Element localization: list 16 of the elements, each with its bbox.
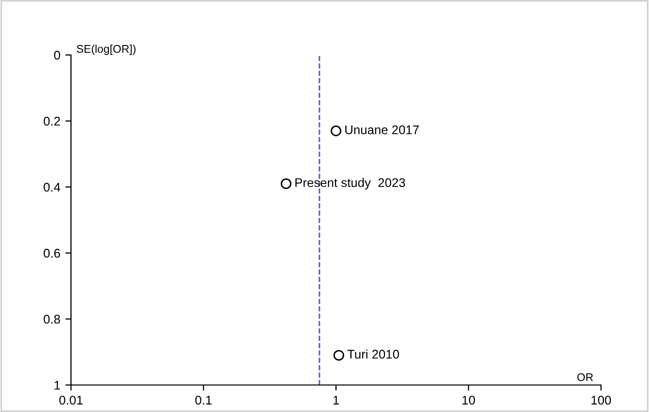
x-tick-label: 10 xyxy=(462,396,475,405)
y-tick-label: 0.2 xyxy=(44,116,60,126)
x-tick-label: 0.1 xyxy=(195,396,212,405)
x-tick-label: 0.01 xyxy=(59,396,83,405)
y-tick-label: 0.4 xyxy=(44,182,60,192)
x-tick-label: 1 xyxy=(333,396,339,404)
x-tick-label: 100 xyxy=(592,396,611,405)
y-tick-label: 0.6 xyxy=(44,248,60,258)
y-tick-label: 1 xyxy=(54,380,60,390)
y-tick-label: 0 xyxy=(54,50,60,60)
annotation: Turi 2010 xyxy=(347,349,399,359)
annotation: Unuane 2017 xyxy=(345,125,419,134)
y-axis-title: SE(log[OR]) xyxy=(76,44,136,55)
y-tick-label: 0.8 xyxy=(44,314,60,324)
x-axis-title: OR xyxy=(577,373,593,382)
annotation: Present study 2023 xyxy=(295,178,406,190)
